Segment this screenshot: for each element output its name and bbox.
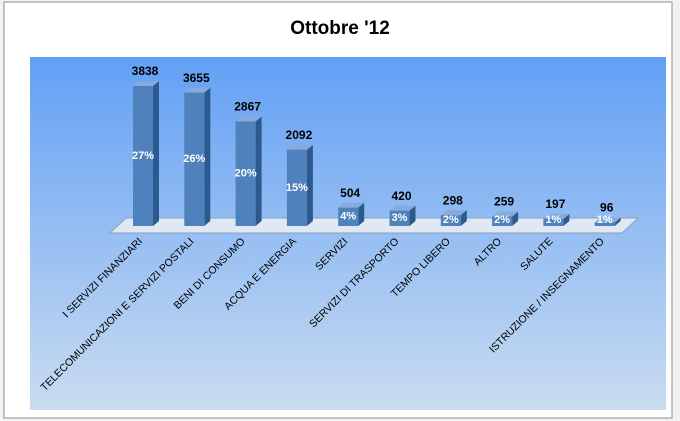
bar-top bbox=[338, 202, 365, 208]
bar-side bbox=[204, 87, 211, 226]
value-label: 504 bbox=[340, 186, 360, 200]
value-label: 259 bbox=[494, 195, 514, 209]
value-label: 2867 bbox=[234, 100, 261, 114]
bar bbox=[133, 86, 153, 226]
bar-top bbox=[543, 213, 570, 219]
percent-label: 4% bbox=[340, 211, 356, 223]
percent-label: 20% bbox=[235, 168, 257, 180]
bar-side bbox=[358, 202, 365, 226]
bar-top bbox=[440, 210, 467, 216]
percent-label: 1% bbox=[545, 214, 561, 226]
bar-top bbox=[235, 116, 262, 122]
bar bbox=[492, 216, 513, 226]
percent-label: 2% bbox=[443, 214, 459, 226]
percent-label: 3% bbox=[392, 212, 408, 224]
bar-side bbox=[614, 217, 621, 226]
percent-label: 26% bbox=[183, 153, 205, 165]
value-label: 420 bbox=[391, 189, 411, 203]
value-label: 2092 bbox=[286, 128, 313, 142]
value-label: 96 bbox=[600, 201, 614, 215]
percent-label: 15% bbox=[286, 182, 308, 194]
bar-side bbox=[563, 213, 570, 226]
bar-side bbox=[306, 144, 313, 226]
value-label: 197 bbox=[545, 197, 565, 211]
bar-side bbox=[409, 205, 416, 226]
bar-top bbox=[389, 205, 416, 211]
bar bbox=[440, 215, 461, 226]
value-label: 3655 bbox=[183, 71, 210, 85]
percent-label: 27% bbox=[132, 150, 154, 162]
bar bbox=[235, 121, 256, 226]
bar bbox=[389, 210, 410, 226]
bar-side bbox=[512, 211, 519, 226]
bar bbox=[338, 207, 359, 226]
bar bbox=[543, 218, 564, 226]
bar bbox=[286, 149, 307, 226]
bar-top bbox=[286, 144, 313, 150]
bar bbox=[594, 222, 615, 226]
percent-label: 1% bbox=[597, 214, 613, 226]
bar-side bbox=[255, 116, 262, 226]
bar-top bbox=[184, 87, 211, 93]
bar-top bbox=[133, 81, 159, 86]
bar-top bbox=[594, 217, 621, 223]
value-label: 3838 bbox=[132, 64, 159, 78]
value-label: 298 bbox=[443, 193, 463, 207]
bar bbox=[184, 92, 205, 226]
bar-side bbox=[460, 210, 467, 226]
bar-side bbox=[153, 81, 159, 226]
bar-top bbox=[492, 211, 519, 217]
chart-title: Ottobre '12 bbox=[290, 18, 390, 39]
percent-label: 2% bbox=[494, 214, 510, 226]
